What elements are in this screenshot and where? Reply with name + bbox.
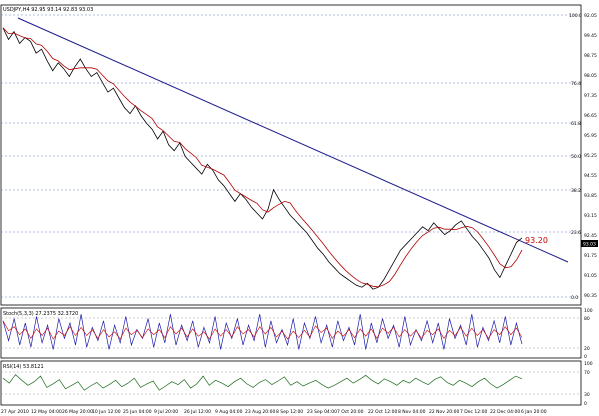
fib-label-100: 100.0 [569, 13, 582, 19]
fib-label-23: 23.6 [571, 230, 581, 236]
stoch-axis-20: 20 [584, 346, 590, 352]
price-label-3: 98.05 [584, 73, 597, 79]
time-label-10: 23 Sep 04:00 [307, 409, 337, 415]
price-label-4: 97.35 [584, 93, 597, 99]
time-label-8: 23 Aug 20:00 [245, 409, 275, 415]
stoch-axis-80: 80 [584, 316, 590, 322]
fib-label-61: 61.8 [571, 121, 581, 127]
price-label-7: 95.25 [584, 153, 597, 159]
stochastic-title: Stoch(5,3,3) 27.2375 32.3720 [3, 311, 78, 317]
fib-label-50: 50.0 [571, 154, 581, 160]
rsi-axis-100: 100 [584, 361, 593, 367]
time-label-12: 22 Oct 12:00 [368, 409, 397, 415]
fibonacci-levels: 100.0 76.4 61.8 50.0 38.2 23.6 0.0 [1, 13, 582, 301]
moving-average-line [2, 27, 523, 288]
time-label-9: 8 Sep 12:00 [276, 409, 303, 415]
price-label-14: 90.35 [584, 293, 597, 299]
time-label-6: 26 Jul 12:00 [184, 409, 211, 415]
time-label-0: 27 Apr 2010 [1, 409, 29, 415]
main-price-panel[interactable] [0, 4, 582, 306]
price-label-9: 93.85 [584, 193, 597, 199]
price-label-12: 91.75 [584, 253, 597, 259]
rsi-axis-30: 30 [584, 392, 590, 398]
price-label-13: 91.05 [584, 273, 597, 279]
current-price-marker [581, 240, 598, 247]
price-label-11: 92.45 [584, 233, 597, 239]
price-annotation: 93.20 [525, 236, 548, 245]
time-axis: 27 Apr 2010 12 May 04:00 26 May 20:00 10… [1, 409, 547, 415]
time-label-3: 10 Jun 12:00 [92, 409, 121, 415]
price-label-1: 99.45 [584, 33, 597, 39]
price-label-6: 95.95 [584, 133, 597, 139]
trendline[interactable] [17, 17, 569, 263]
price-label-10: 93.15 [584, 213, 597, 219]
current-price-label: 93.03 [583, 242, 596, 248]
rsi-title: RSI(14) 53.8121 [3, 364, 44, 370]
rsi-axis-70: 70 [584, 370, 590, 376]
time-label-13: 8 Nov 04:00 [398, 409, 426, 415]
symbol-header: USDJPY,H4 92.95 93.14 92.83 93.03 [3, 7, 93, 13]
time-label-11: 7 Oct 20:00 [337, 409, 364, 415]
rsi-line [2, 374, 523, 391]
price-label-2: 98.75 [584, 53, 597, 59]
time-label-7: 9 Aug 04:00 [215, 409, 243, 415]
price-line [2, 27, 523, 290]
price-axis: 92.05 99.45 98.75 98.05 97.35 96.65 95.9… [581, 13, 598, 299]
time-label-2: 26 May 20:00 [62, 409, 93, 415]
fib-label-0: 0.0 [571, 295, 578, 301]
stoch-axis-0: 0 [584, 354, 587, 360]
time-label-14: 22 Nov 20:00 [429, 409, 459, 415]
rsi-panel[interactable] [0, 360, 582, 406]
stochastic-signal-line [2, 320, 523, 340]
fib-label-38: 38.2 [571, 188, 581, 194]
stoch-axis-100: 100 [584, 308, 593, 314]
stochastic-panel[interactable] [0, 307, 582, 359]
time-label-15: 7 Dec 12:00 [460, 409, 488, 415]
time-label-16: 22 Dec 04:00 [490, 409, 520, 415]
fib-label-76: 76.4 [571, 81, 581, 87]
time-label-1: 12 May 04:00 [31, 409, 62, 415]
time-label-4: 25 Jun 04:00 [123, 409, 152, 415]
price-label-5: 96.65 [584, 113, 597, 119]
time-label-17: 6 Jan 20:00 [521, 409, 547, 415]
time-label-5: 9 Jul 20:00 [154, 409, 178, 415]
price-label-0: 92.05 [584, 13, 597, 19]
price-label-8: 94.55 [584, 173, 597, 179]
rsi-axis-0: 0 [584, 401, 587, 407]
